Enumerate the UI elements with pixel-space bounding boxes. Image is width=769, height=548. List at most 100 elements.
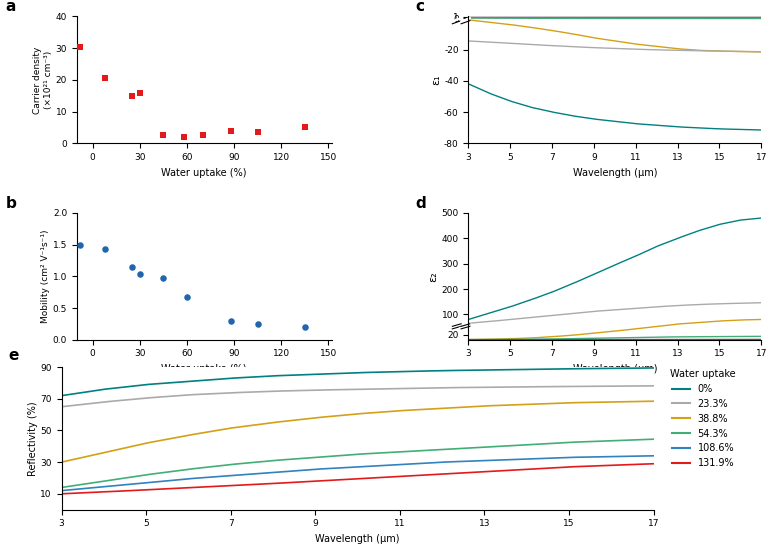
131.9% (464, 14, 474, 20)
38.8% (711, 48, 720, 54)
108.6% (419, 460, 428, 466)
108.6% (638, 336, 647, 343)
108.6% (757, 14, 766, 20)
23.3% (643, 46, 652, 53)
108.6% (711, 336, 720, 343)
54.3% (638, 15, 647, 22)
108.6% (757, 336, 766, 343)
38.8% (638, 42, 647, 48)
108.6% (57, 487, 66, 494)
0% (464, 81, 474, 88)
0% (757, 127, 766, 133)
54.3% (757, 15, 766, 22)
38.8% (757, 316, 766, 323)
Point (157, 273, 169, 282)
Line: 0%: 0% (468, 218, 761, 319)
0% (408, 368, 417, 375)
Point (178, 133, 190, 141)
Line: 23.3%: 23.3% (468, 41, 761, 52)
23.3% (638, 305, 647, 311)
54.3% (408, 448, 417, 454)
54.3% (464, 15, 474, 21)
Y-axis label: Reflectivity (%): Reflectivity (%) (28, 401, 38, 476)
108.6% (464, 336, 474, 343)
131.9% (643, 14, 652, 20)
131.9% (757, 336, 766, 343)
54.3% (729, 333, 738, 340)
Y-axis label: ε₂: ε₂ (428, 271, 438, 282)
54.3% (409, 448, 418, 454)
0% (464, 81, 473, 87)
Point (225, 126, 237, 135)
131.9% (711, 14, 720, 20)
Point (126, 262, 138, 271)
Point (99, 245, 112, 254)
131.9% (729, 336, 738, 343)
108.6% (638, 336, 647, 343)
Point (225, 316, 237, 325)
Point (251, 128, 264, 136)
0% (464, 316, 474, 322)
131.9% (729, 14, 738, 20)
131.9% (638, 14, 647, 20)
131.9% (419, 472, 428, 478)
108.6% (409, 460, 418, 467)
0% (638, 121, 647, 128)
0% (729, 126, 738, 133)
X-axis label: Wavelength (μm): Wavelength (μm) (315, 534, 400, 544)
Line: 23.3%: 23.3% (468, 302, 761, 323)
131.9% (757, 14, 766, 20)
38.8% (638, 325, 647, 332)
Text: e: e (8, 348, 18, 363)
Line: 54.3%: 54.3% (468, 336, 761, 340)
Line: 38.8%: 38.8% (62, 401, 654, 462)
0% (464, 316, 473, 323)
54.3% (57, 484, 66, 491)
38.8% (464, 336, 474, 343)
Point (298, 323, 311, 332)
0% (59, 392, 68, 398)
54.3% (638, 15, 647, 22)
54.3% (464, 336, 473, 343)
0% (649, 364, 658, 371)
23.3% (464, 38, 473, 44)
54.3% (643, 15, 652, 22)
23.3% (59, 403, 68, 410)
38.8% (57, 459, 66, 465)
38.8% (729, 317, 738, 323)
0% (711, 125, 720, 132)
23.3% (757, 299, 766, 306)
Point (134, 88, 146, 97)
131.9% (643, 336, 652, 343)
23.3% (729, 300, 738, 307)
38.8% (638, 42, 647, 48)
54.3% (643, 334, 652, 340)
23.3% (57, 403, 66, 410)
108.6% (638, 14, 647, 20)
0% (638, 121, 647, 128)
131.9% (409, 472, 418, 479)
54.3% (464, 15, 473, 21)
0% (729, 218, 738, 225)
0% (638, 250, 647, 256)
38.8% (649, 398, 658, 404)
108.6% (59, 487, 68, 494)
Point (134, 270, 146, 278)
38.8% (464, 16, 474, 23)
54.3% (638, 334, 647, 341)
23.3% (638, 46, 647, 53)
131.9% (556, 464, 565, 471)
54.3% (649, 436, 658, 442)
Text: a: a (5, 0, 16, 14)
Line: 38.8%: 38.8% (468, 319, 761, 340)
23.3% (757, 48, 766, 55)
38.8% (757, 49, 766, 55)
0% (643, 121, 652, 128)
23.3% (409, 385, 418, 392)
23.3% (638, 46, 647, 53)
54.3% (638, 334, 647, 341)
23.3% (638, 305, 647, 311)
54.3% (59, 484, 68, 490)
108.6% (638, 14, 647, 20)
X-axis label: Wavelength (μm): Wavelength (μm) (573, 364, 657, 374)
